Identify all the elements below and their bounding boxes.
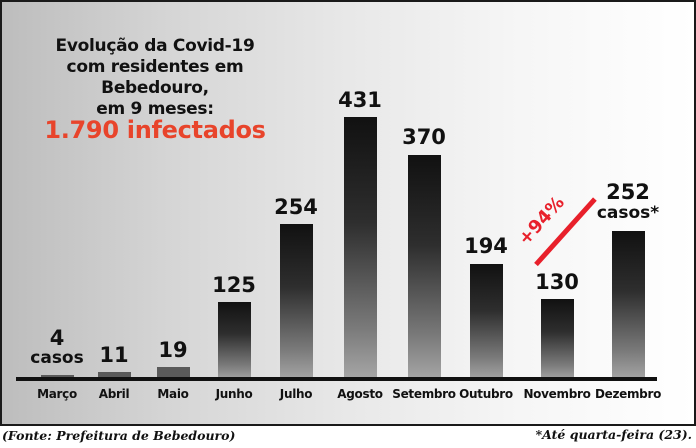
value-label-setembro: 370 xyxy=(402,125,446,149)
bar-outubro xyxy=(470,264,503,381)
month-label-julho: Julho xyxy=(279,387,313,401)
month-label-agosto: Agosto xyxy=(337,387,383,401)
value-label-outubro: 194 xyxy=(464,234,508,258)
bar-abril xyxy=(98,372,131,381)
bar-agosto xyxy=(344,117,377,381)
value-suffix-dezembro: casos* xyxy=(596,203,660,223)
month-label-outubro: Outubro xyxy=(459,387,513,401)
value-suffix-marco: casos xyxy=(30,348,84,368)
bar-junho xyxy=(218,302,251,381)
month-label-novembro: Novembro xyxy=(523,387,591,401)
month-label-maio: Maio xyxy=(157,387,189,401)
value-label-abril: 11 xyxy=(99,343,129,367)
title-line-1: Evolução da Covid-19 xyxy=(55,36,255,56)
month-label-setembro: Setembro xyxy=(392,387,456,401)
title-line-3: em 9 meses: xyxy=(96,99,214,119)
total-infected-headline: 1.790 infectados xyxy=(44,116,266,144)
value-label-dezembro: 252 xyxy=(606,180,650,204)
footnote: *Até quarta-feira (23). xyxy=(535,427,692,442)
month-label-junho: Junho xyxy=(215,387,253,401)
value-label-maio: 19 xyxy=(158,338,188,362)
bar-dezembro xyxy=(612,231,645,381)
chart-title: Evolução da Covid-19 com residentes em B… xyxy=(30,36,280,120)
month-label-marco: Março xyxy=(37,387,77,401)
bar-julho xyxy=(280,224,313,381)
source-credit: (Fonte: Prefeitura de Bebedouro) xyxy=(2,428,236,443)
month-label-abril: Abril xyxy=(98,387,130,401)
value-label-marco: 4 xyxy=(49,326,65,350)
x-axis-line xyxy=(16,377,657,381)
value-label-julho: 254 xyxy=(274,195,318,219)
bar-setembro xyxy=(408,155,441,381)
month-label-dezembro: Dezembro xyxy=(594,387,662,401)
title-line-2: com residentes em Bebedouro, xyxy=(66,57,244,98)
value-label-junho: 125 xyxy=(212,273,256,297)
value-label-novembro: 130 xyxy=(535,270,579,294)
bar-novembro xyxy=(541,299,574,381)
value-label-agosto: 431 xyxy=(338,88,382,112)
